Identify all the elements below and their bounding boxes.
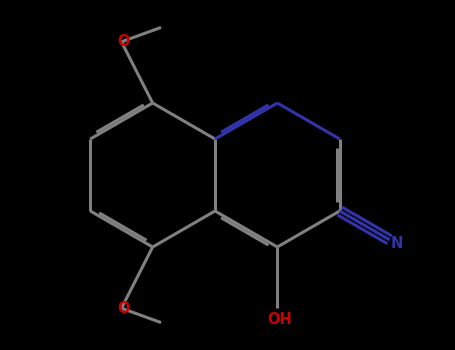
Text: OH: OH (267, 312, 292, 327)
Text: N: N (390, 236, 403, 251)
Text: O: O (117, 301, 130, 316)
Text: O: O (117, 34, 130, 49)
